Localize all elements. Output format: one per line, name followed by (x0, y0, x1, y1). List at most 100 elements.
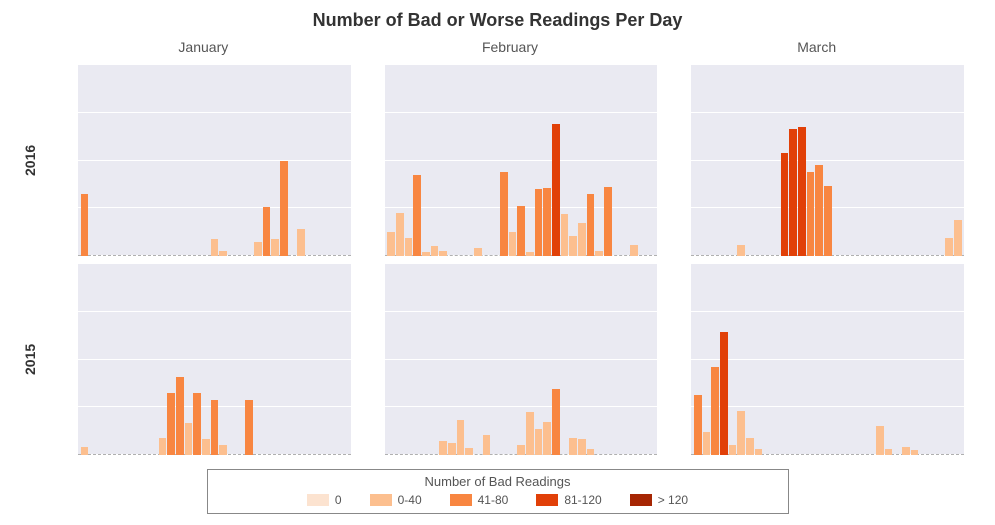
legend-item: 41-80 (450, 493, 509, 507)
legend-label: 0 (335, 493, 342, 507)
bar (781, 153, 789, 256)
bar (807, 172, 815, 256)
panel-2015-feb (357, 260, 664, 459)
panel-2015-mar (663, 260, 970, 459)
chart-title: Number of Bad or Worse Readings Per Day (10, 10, 985, 31)
bar (176, 377, 184, 455)
bar (885, 449, 893, 455)
bar (569, 236, 577, 256)
bar (422, 252, 430, 256)
bar (595, 251, 603, 256)
bar (439, 251, 447, 256)
bar (720, 332, 728, 455)
bar (167, 393, 175, 455)
bar (746, 438, 754, 455)
bar (297, 229, 305, 256)
bar (526, 252, 534, 256)
bar (954, 220, 962, 256)
bar (798, 127, 806, 256)
bar (737, 411, 745, 455)
bar (431, 246, 439, 256)
bar (254, 242, 262, 256)
bar (587, 194, 595, 256)
bar (500, 172, 508, 256)
bar (202, 439, 210, 455)
bar (729, 445, 737, 455)
bar (413, 175, 421, 256)
bar (280, 161, 288, 257)
bar (81, 194, 89, 256)
bar (271, 239, 279, 256)
bar (552, 389, 560, 455)
bar (465, 448, 473, 455)
legend-item: > 120 (630, 493, 688, 507)
bar (824, 186, 832, 256)
bar (902, 447, 910, 455)
legend-label: 0-40 (398, 493, 422, 507)
bar (159, 438, 167, 455)
bar (396, 213, 404, 256)
grid-corner (10, 39, 50, 61)
legend-swatch (630, 494, 652, 506)
legend-items: 0 0-40 41-80 81-120 > 120 (218, 493, 778, 507)
legend-swatch (536, 494, 558, 506)
col-header-feb: February (357, 39, 664, 61)
bar (211, 400, 219, 455)
bar (405, 238, 413, 256)
bar (630, 245, 638, 256)
bar (219, 445, 227, 455)
bar (509, 232, 517, 256)
legend-item: 0 (307, 493, 342, 507)
bar (211, 239, 219, 256)
row-header-2015: 2015 (10, 260, 50, 459)
legend-swatch (307, 494, 329, 506)
bar (81, 447, 89, 455)
bar (474, 248, 482, 256)
bar (945, 238, 953, 256)
bar (457, 420, 465, 455)
bar (694, 395, 702, 455)
bar (876, 426, 884, 455)
bar (569, 438, 577, 455)
facet-grid: January February March 2016 04080120160 … (10, 39, 970, 459)
bar (815, 165, 823, 256)
bar (517, 206, 525, 256)
bar (911, 450, 919, 455)
bar (219, 251, 227, 256)
bar (185, 423, 193, 455)
legend-swatch (370, 494, 392, 506)
bar (483, 435, 491, 455)
bar (789, 129, 797, 256)
bar (526, 412, 534, 455)
bar (604, 187, 612, 256)
bar (387, 232, 395, 256)
row-header-2016: 2016 (10, 61, 50, 260)
legend-item: 0-40 (370, 493, 422, 507)
legend-label: > 120 (658, 493, 688, 507)
bar (755, 449, 763, 455)
bar (711, 367, 719, 455)
panel-2016-mar (663, 61, 970, 260)
legend-item: 81-120 (536, 493, 601, 507)
panel-2016-jan: 04080120160 (50, 61, 357, 260)
legend: Number of Bad Readings 00-4041-8081-120>… (207, 469, 789, 514)
legend-swatch (450, 494, 472, 506)
bar (245, 400, 253, 455)
bar (587, 449, 595, 455)
bar (703, 432, 711, 455)
panel-2016-feb (357, 61, 664, 260)
bar (737, 245, 745, 256)
bar (552, 124, 560, 257)
bar (517, 445, 525, 455)
bar (448, 443, 456, 455)
bar (439, 441, 447, 455)
col-header-mar: March (663, 39, 970, 61)
bar (535, 189, 543, 256)
bar (578, 439, 586, 455)
legend-label: 81-120 (564, 493, 601, 507)
bar (193, 393, 201, 455)
bar (543, 422, 551, 455)
bar (543, 188, 551, 256)
panel-2015-jan: 04080120160 (50, 260, 357, 459)
col-header-jan: January (50, 39, 357, 61)
